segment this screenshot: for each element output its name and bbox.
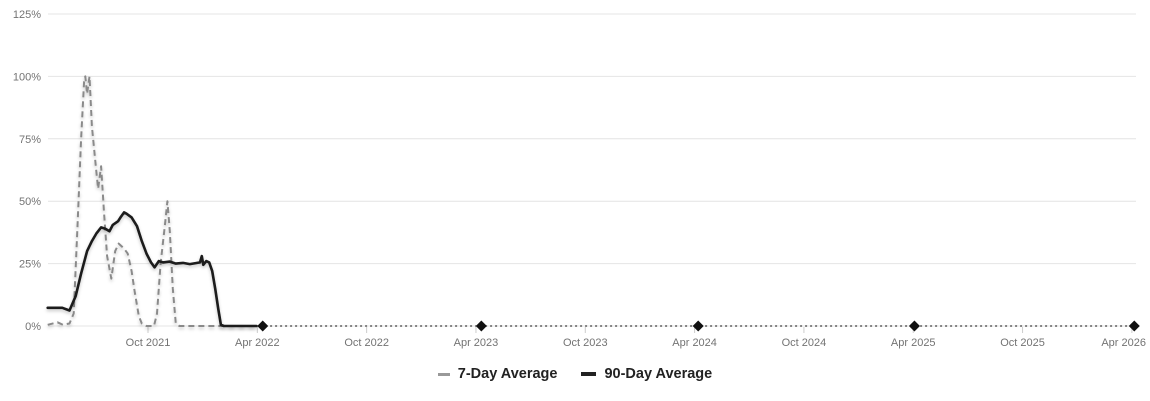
legend-item-7day-average[interactable]: 7-Day Average bbox=[437, 366, 558, 382]
y-axis-label: 25% bbox=[19, 259, 41, 271]
series-line-90-day-average bbox=[46, 211, 258, 328]
x-axis-label: Oct 2021 bbox=[126, 337, 171, 349]
series-line-7-day-average bbox=[47, 75, 256, 327]
x-axis-label: Oct 2025 bbox=[1000, 337, 1045, 349]
x-axis-label: Apr 2023 bbox=[454, 337, 499, 349]
diamond-marker bbox=[692, 320, 704, 332]
y-axis-label: 125% bbox=[13, 9, 41, 21]
diamond-marker bbox=[1128, 320, 1140, 332]
x-axis-label: Oct 2023 bbox=[563, 337, 608, 349]
legend-label: 7-Day Average bbox=[457, 366, 558, 382]
y-axis-label: 100% bbox=[13, 71, 41, 83]
y-axis-label: 75% bbox=[19, 134, 41, 146]
x-axis-label: Apr 2022 bbox=[235, 337, 280, 349]
x-axis-label: Apr 2026 bbox=[1101, 337, 1146, 349]
y-axis-label: 0% bbox=[25, 321, 41, 333]
x-axis-label: Apr 2025 bbox=[891, 337, 936, 349]
dashed-line-swatch-icon bbox=[437, 372, 450, 376]
diamond-marker bbox=[908, 320, 920, 332]
chart-area: 0% 25% 50% 75% 100% 125% Oct 2021 Apr 2022 Oct 2… bbox=[13, 9, 1146, 349]
diamond-marker bbox=[257, 320, 269, 332]
legend-item-90day-average[interactable]: 90-Day Average bbox=[581, 366, 712, 382]
y-axis-label: 50% bbox=[19, 196, 41, 208]
x-axis-label: Oct 2022 bbox=[344, 337, 389, 349]
x-axis-label: Apr 2024 bbox=[672, 337, 717, 349]
legend-label: 90-Day Average bbox=[604, 366, 713, 382]
diamond-marker bbox=[475, 320, 487, 332]
solid-line-swatch-icon bbox=[581, 372, 597, 376]
chart-legend: 7-Day Average 90-Day Average bbox=[0, 359, 1150, 389]
x-axis-label: Oct 2024 bbox=[782, 337, 827, 349]
chart-canvas: 0% 25% 50% 75% 100% 125% Oct 2021 Apr 2022 Oct 2… bbox=[13, 9, 1146, 349]
